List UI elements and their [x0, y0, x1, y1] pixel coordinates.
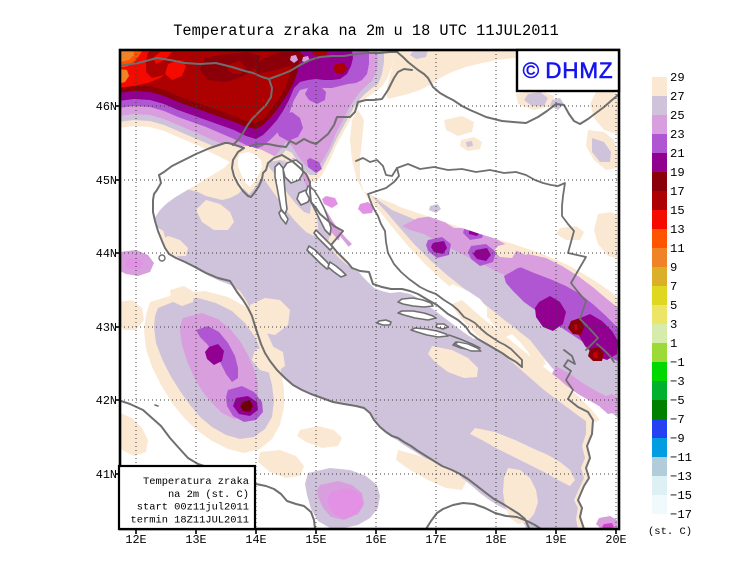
svg-text:5: 5	[670, 299, 677, 313]
svg-text:43N: 43N	[96, 321, 117, 335]
svg-text:13: 13	[670, 223, 685, 237]
svg-text:(st. C): (st. C)	[648, 526, 692, 538]
svg-text:46N: 46N	[96, 100, 117, 114]
svg-text:17E: 17E	[425, 533, 446, 547]
svg-text:−9: −9	[670, 432, 685, 446]
svg-text:45N: 45N	[96, 174, 117, 188]
svg-text:−7: −7	[670, 413, 685, 427]
svg-text:19: 19	[670, 166, 685, 180]
svg-text:12E: 12E	[125, 533, 146, 547]
svg-text:27: 27	[670, 90, 685, 104]
svg-text:3: 3	[670, 318, 677, 332]
svg-text:11: 11	[670, 242, 685, 256]
svg-text:−13: −13	[670, 470, 692, 484]
svg-text:15: 15	[670, 204, 685, 218]
svg-text:na 2m (st. C): na 2m (st. C)	[168, 489, 249, 501]
svg-text:25: 25	[670, 109, 685, 123]
svg-text:−5: −5	[670, 394, 685, 408]
svg-text:19E: 19E	[545, 533, 566, 547]
svg-text:42N: 42N	[96, 394, 117, 408]
svg-text:9: 9	[670, 261, 677, 275]
svg-text:44N: 44N	[96, 247, 117, 261]
svg-text:15E: 15E	[305, 533, 326, 547]
svg-text:13E: 13E	[185, 533, 206, 547]
svg-text:−15: −15	[670, 489, 692, 503]
svg-text:start 00z11jul2011: start 00z11jul2011	[137, 502, 249, 514]
svg-text:Temperatura zraka: Temperatura zraka	[143, 476, 249, 488]
svg-text:41N: 41N	[96, 468, 117, 482]
svg-text:7: 7	[670, 280, 677, 294]
svg-text:23: 23	[670, 128, 685, 142]
svg-text:Temperatura zraka na 2m u 18 U: Temperatura zraka na 2m u 18 UTC 11JUL20…	[173, 22, 559, 40]
svg-text:29: 29	[670, 71, 685, 85]
svg-text:termin 18Z11JUL2011: termin 18Z11JUL2011	[131, 514, 249, 526]
svg-text:16E: 16E	[365, 533, 386, 547]
svg-text:−17: −17	[670, 508, 692, 522]
svg-text:20E: 20E	[605, 533, 626, 547]
svg-text:18E: 18E	[485, 533, 506, 547]
svg-text:17: 17	[670, 185, 685, 199]
svg-text:−1: −1	[670, 356, 685, 370]
svg-text:21: 21	[670, 147, 685, 161]
svg-text:14E: 14E	[245, 533, 266, 547]
svg-text:−3: −3	[670, 375, 685, 389]
svg-text:−11: −11	[670, 451, 692, 465]
svg-text:1: 1	[670, 337, 677, 351]
svg-text:© DHMZ: © DHMZ	[523, 58, 614, 83]
